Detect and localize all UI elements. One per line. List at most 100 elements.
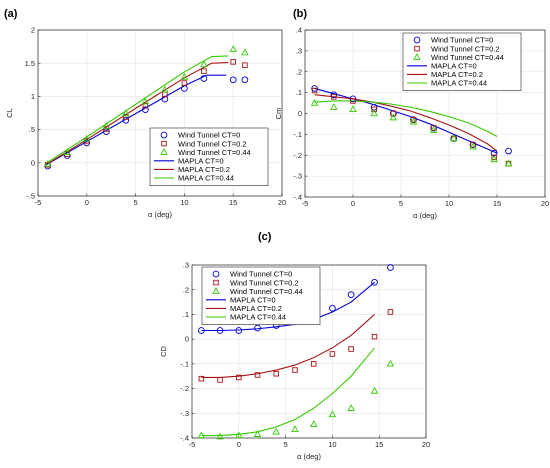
y-tick-label: .5 (29, 125, 35, 134)
series-line (314, 100, 498, 137)
data-point-triangle (409, 117, 418, 125)
data-point-circle (229, 76, 237, 84)
data-point-triangle (43, 160, 52, 167)
data-point-circle (83, 139, 91, 147)
legend-entry-label: Wind Tunnel CT=0.2 (230, 278, 299, 287)
x-axis-label: α (deg) (148, 210, 172, 219)
data-point-triangle (83, 134, 91, 142)
data-point-square (142, 102, 149, 109)
data-point-triangle (490, 155, 498, 163)
legend-entry-label: MAPLA CT=0.2 (230, 304, 282, 313)
data-point-triangle (122, 109, 130, 117)
data-layer (310, 85, 513, 167)
data-point-triangle (253, 430, 262, 437)
data-point-circle (347, 291, 355, 299)
series-line (201, 314, 375, 378)
data-point-triangle (200, 60, 208, 68)
data-point-square (350, 98, 356, 104)
x-axis-label: α (deg) (413, 211, 437, 220)
x-tick-label: 5 (134, 198, 138, 207)
legend-marker-square (161, 140, 167, 147)
data-point-circle (122, 116, 130, 124)
y-tick-label: -.4 (180, 434, 189, 443)
data-point-triangle (504, 159, 513, 167)
legend-entry-label: MAPLA CT=0 (178, 157, 224, 166)
legend-entry-label: MAPLA CT=0 (230, 296, 276, 305)
x-axis-label: α (deg) (297, 452, 321, 461)
data-point-square (217, 377, 223, 383)
chart-a-cl: (a) -5 0 5 10 15 20 -.5 0 .5 1 1.5 2 α (deg) CL Wind Tu… (4, 8, 286, 219)
y-tick-label: 1 (31, 92, 35, 101)
legend-marker-square (414, 45, 420, 52)
data-point-circle (410, 116, 417, 124)
data-point-circle (63, 152, 71, 159)
y-tick-label: 0 (31, 158, 35, 167)
data-point-circle (330, 91, 338, 99)
data-point-triangle (429, 126, 438, 133)
data-point-triangle (349, 105, 357, 112)
y-axis-label: CD (159, 346, 168, 357)
data-point-square (371, 333, 378, 340)
data-point-circle (389, 110, 397, 117)
data-point-circle (371, 278, 378, 286)
legend-entry-label: MAPLA CT=0.44 (178, 174, 234, 183)
data-point-triangle (235, 431, 243, 439)
x-tick-label: 0 (351, 199, 355, 208)
legend-entry-label: Wind Tunnel CT=0.44 (178, 148, 251, 157)
data-point-square (348, 346, 354, 352)
data-point-circle (387, 264, 394, 271)
x-tick-label: -5 (302, 199, 309, 208)
x-tick-label: -5 (35, 198, 42, 207)
data-point-circle (329, 304, 336, 312)
data-point-triangle (469, 142, 477, 150)
data-point-circle (142, 106, 149, 114)
legend-entry-label: Wind Tunnel CT=0.2 (431, 44, 500, 53)
x-tick-label: 10 (445, 199, 453, 208)
legend-marker-circle (212, 270, 220, 278)
series-line (314, 87, 498, 154)
data-point-square (310, 361, 317, 367)
data-point-square (181, 80, 188, 86)
legend-box (201, 266, 321, 325)
y-tick-label: -.5 (26, 192, 35, 201)
x-tick-label: 15 (375, 440, 383, 449)
legend-marker-circle (413, 36, 421, 44)
data-point-circle (430, 124, 437, 132)
data-point-triangle (310, 98, 319, 106)
data-point-square (242, 62, 248, 68)
x-tick-label: 20 (278, 198, 286, 207)
axes-box (37, 29, 283, 197)
data-point-triangle (272, 427, 281, 435)
y-tick-label: .2 (296, 67, 302, 76)
data-layer (43, 45, 249, 170)
data-point-triangle (102, 122, 111, 129)
data-point-square (430, 125, 437, 131)
data-point-circle (241, 76, 249, 84)
data-point-circle (505, 147, 512, 155)
x-tick-label: 20 (541, 199, 549, 208)
legend-marker-triangle (413, 53, 421, 60)
data-point-triangle (180, 73, 189, 80)
y-axis-label: Cm (274, 108, 283, 120)
y-axis-label: CL (5, 108, 14, 118)
data-point-square (198, 375, 205, 382)
data-point-circle (349, 95, 357, 103)
x-tick-label: 10 (180, 198, 188, 207)
y-tick-label: -.4 (293, 193, 302, 202)
data-point-square (230, 59, 236, 65)
series-line (44, 74, 227, 166)
legend-marker-triangle (212, 287, 220, 294)
y-tick-label: -.3 (180, 409, 189, 418)
data-point-circle (311, 85, 318, 92)
data-point-square (329, 351, 336, 357)
data-point-triangle (291, 425, 299, 432)
legend-entry-label: Wind Tunnel CT=0.2 (178, 139, 247, 148)
y-tick-label: .1 (296, 88, 302, 97)
y-tick-label: .2 (183, 285, 189, 294)
legend-entry-label: Wind Tunnel CT=0 (230, 270, 292, 279)
data-point-triangle (229, 45, 237, 52)
legend-entry-label: MAPLA CT=0.44 (431, 79, 487, 88)
legend-entry-label: MAPLA CT=0.44 (230, 313, 286, 322)
series-line (201, 347, 375, 437)
